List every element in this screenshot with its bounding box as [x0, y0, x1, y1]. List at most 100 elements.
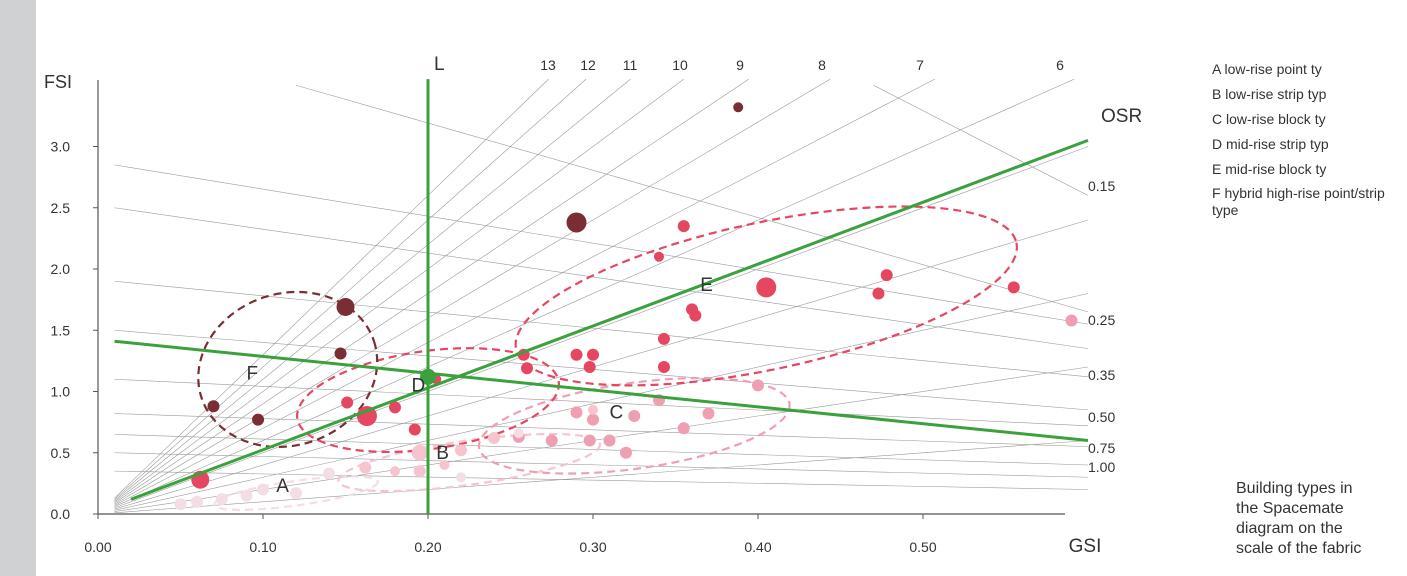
layer-line	[114, 78, 935, 506]
data-point	[207, 400, 220, 413]
layer-line	[114, 146, 1089, 509]
data-point	[456, 472, 466, 483]
cluster-ellipse-a	[213, 475, 379, 511]
data-point	[290, 487, 302, 500]
legend-item-e: E mid-rise block ty	[1212, 160, 1407, 185]
data-point	[359, 461, 372, 474]
osr-line	[114, 434, 1089, 466]
legend-item-c: C low-rise block ty	[1212, 110, 1407, 135]
osr-line	[295, 84, 1089, 313]
x-tick-label: 0.40	[744, 539, 771, 555]
data-point	[257, 483, 269, 496]
osr-line	[114, 413, 1089, 447]
layer-line	[114, 78, 749, 504]
data-point	[439, 460, 450, 470]
data-point	[570, 406, 583, 419]
data-point	[455, 444, 467, 457]
figure-caption: Building types in the Spacemate diagram …	[1236, 480, 1362, 557]
data-point	[587, 348, 599, 361]
data-point	[336, 297, 355, 316]
data-point	[411, 444, 428, 461]
layer-line	[114, 78, 684, 502]
cluster-ellipse-d	[296, 347, 560, 454]
data-point	[702, 407, 715, 420]
data-point	[1065, 314, 1078, 327]
data-point	[1007, 281, 1020, 294]
x-tick-label: 0.00	[84, 539, 111, 555]
data-point	[390, 466, 400, 477]
layer-line	[114, 293, 1089, 511]
legend-item-f: F hybrid high-rise point/strip type	[1212, 185, 1407, 219]
legend-key: A	[1212, 61, 1225, 77]
green-falling-line	[114, 339, 1089, 442]
legend-key: B	[1212, 86, 1226, 102]
data-point	[756, 277, 777, 298]
data-point	[657, 361, 670, 373]
data-point	[413, 465, 426, 478]
legend-text: hybrid high-rise point/strip type	[1212, 185, 1385, 218]
osr-line	[114, 207, 1089, 349]
legend-item-d: D mid-rise strip typ	[1212, 135, 1407, 160]
data-point	[408, 423, 421, 436]
data-point	[620, 446, 632, 459]
layer-label: 9	[736, 57, 744, 73]
osr-label: 0.15	[1088, 178, 1115, 194]
data-point	[389, 401, 401, 414]
cluster-label-a: A	[276, 476, 289, 497]
osr-line	[114, 164, 1089, 325]
data-point	[587, 413, 599, 426]
data-point	[240, 489, 253, 502]
data-point	[583, 434, 596, 447]
data-point	[521, 362, 533, 375]
x-tick-label: 0.10	[249, 539, 276, 555]
data-point	[752, 379, 764, 392]
layer-label: 11	[623, 57, 638, 73]
data-point	[677, 422, 690, 435]
y-tick-label: 1.5	[51, 322, 71, 338]
layer-line	[114, 78, 631, 501]
cluster-label-e: E	[700, 275, 713, 296]
data-point	[570, 348, 583, 361]
legend-text: low-rise point ty	[1224, 61, 1322, 77]
legend-key: C	[1212, 111, 1226, 127]
x-axis-label: GSI	[1069, 536, 1102, 557]
data-point	[733, 102, 744, 113]
osr-line	[873, 84, 1089, 196]
data-point	[583, 361, 596, 373]
data-point	[872, 287, 885, 300]
data-point	[215, 493, 228, 506]
x-tick-label: 0.30	[579, 539, 606, 555]
layer-label: 12	[580, 57, 596, 73]
layer-line	[114, 78, 831, 505]
layer-label: 7	[916, 57, 924, 73]
data-point	[588, 404, 598, 415]
legend-text: mid-rise block ty	[1225, 161, 1327, 177]
legend-item-b: B low-rise strip typ	[1212, 85, 1407, 110]
layer-line	[114, 219, 1089, 510]
data-point	[603, 434, 616, 447]
x-tick-label: 0.20	[414, 539, 441, 555]
data-point	[174, 498, 187, 511]
legend-item-a: A low-rise point ty	[1212, 60, 1407, 85]
data-point	[628, 410, 641, 422]
data-point	[654, 251, 664, 262]
green-rising-line	[130, 138, 1089, 501]
osr-label: 0.75	[1088, 440, 1115, 456]
legend-text: low-rise strip typ	[1225, 86, 1327, 102]
osr-line	[114, 470, 1089, 490]
cluster-ellipse-c	[477, 376, 791, 475]
data-point	[323, 467, 335, 480]
osr-title: OSR	[1101, 106, 1142, 127]
legend-key: D	[1212, 136, 1226, 152]
osr-label: 0.50	[1088, 409, 1115, 425]
y-axis-label: FSI	[44, 72, 72, 92]
data-point	[356, 406, 377, 426]
data-point	[677, 220, 690, 233]
layer-line	[114, 78, 1075, 507]
cluster-label-f: F	[247, 363, 259, 384]
y-tick-label: 2.0	[51, 261, 71, 277]
data-point	[566, 212, 587, 233]
osr-line	[114, 378, 1089, 427]
osr-label: 1.00	[1088, 459, 1115, 475]
